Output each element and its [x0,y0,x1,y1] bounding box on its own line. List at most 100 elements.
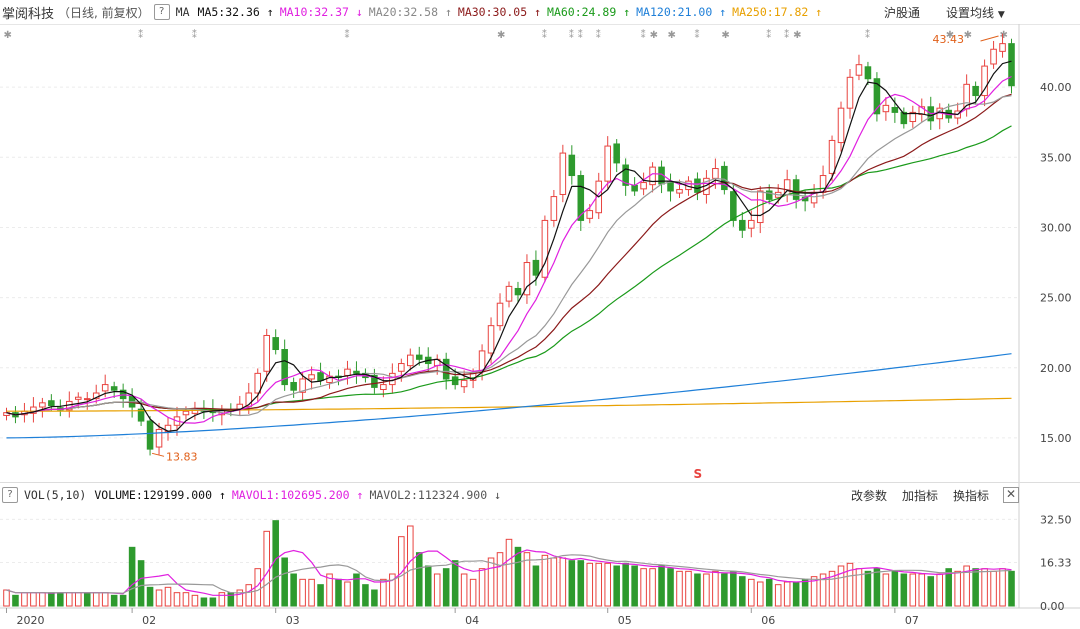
volume-bar [155,589,163,607]
candle-body [74,396,82,400]
volume-bar [783,581,791,607]
vol-indicator-value: VOLUME:129199.000 [94,488,213,502]
mavol2-line [6,554,1012,594]
volume-bar [918,573,926,607]
volume-bar [649,568,656,607]
volume-bar [83,592,91,607]
ma-label: MA [175,5,190,19]
ma-indicator-4: MA60:24.89 ↑ [547,5,630,19]
candle-body [496,302,504,327]
vol-indicator-2: MAVOL2:112324.900 ↓ [369,488,501,502]
candle-body [155,428,163,448]
volume-bar [101,592,109,607]
volume-bar [891,570,899,607]
low-price-arrow [151,452,165,457]
price-tick-label: 25.00 [1040,292,1072,305]
settings-ma-button[interactable]: 设置均线 ▼ [946,4,1005,21]
event-marker: ⁑ [694,28,699,41]
candle-body [290,381,297,391]
candle-body [864,66,872,80]
arrow-up-icon: ↑ [349,488,364,502]
candle-body [631,184,638,192]
candle-body [380,384,387,391]
volume-bar [48,592,55,607]
volume-bar [837,565,845,607]
close-icon[interactable]: ✕ [1003,487,1019,503]
volume-bar [317,584,324,607]
candle-body [999,43,1006,52]
volume-bar [335,578,342,607]
candle-body [541,219,549,278]
candle-body [308,374,315,380]
candle-body [505,285,513,302]
event-marker: ⁑ [569,28,574,41]
volume-bar [873,568,881,607]
volume-bar [74,592,82,607]
volume-bar [765,578,773,607]
x-tick-label: 02 [142,614,156,627]
event-marker: ✱ [3,30,11,41]
volume-bar [182,592,190,607]
vol-indicator-value: MAVOL2:112324.900 [369,488,488,502]
candle-body [415,354,423,360]
event-marker: ⁑ [578,28,583,41]
vol-indicator-0: VOLUME:129199.000 ↑ [94,488,226,502]
candle-body [254,372,262,394]
switch-indicator-button[interactable]: 换指标 [953,488,990,503]
candle-body [317,372,324,381]
candle-body [407,354,414,367]
candle-body [909,111,917,123]
volume-bar [308,578,315,607]
volume-tick-label: 16.33 [1040,557,1072,570]
volume-bar [640,568,647,607]
settings-ma-label: 设置均线 [946,5,995,20]
vol-indicator-value: MAVOL1:102695.200 [231,488,350,502]
candle-body [972,85,979,97]
add-indicator-button[interactable]: 加指标 [902,488,939,503]
event-marker: ⁑ [641,28,646,41]
candle-body [442,358,450,380]
volume-bar [828,570,836,607]
volume-bar [550,557,558,607]
volume-bar [900,573,908,607]
volume-bar [389,573,396,607]
help-button[interactable]: ? [153,4,170,20]
hk-connect-button[interactable]: 沪股通 [884,5,921,20]
volume-bar [398,536,405,607]
volume-bar [173,592,181,607]
volume-bar [864,570,872,607]
x-tick-label: 05 [618,614,632,627]
volume-bar [774,584,782,607]
candle-body [532,259,540,276]
price-tick-label: 35.00 [1040,151,1072,164]
arrow-up-icon: ↑ [712,5,727,19]
chart-header-bar: 掌阅科技 （日线, 前复权） ? MA MA5:32.36 ↑ MA10:32.3… [0,0,1080,25]
ma-indicator-list: MA5:32.36 ↑ MA10:32.37 ↓ MA20:32.58 ↑ MA30:… [198,5,829,19]
price-tick-label: 20.00 [1040,362,1072,375]
volume-bar [191,594,199,607]
volume-help-button[interactable]: ? [2,487,18,503]
candle-body [721,165,728,191]
candle-body [828,139,836,174]
candle-body [613,143,620,164]
volume-bar [792,581,800,607]
volume-bar [801,578,809,607]
volume-bar [577,560,585,607]
ma-indicator-0: MA5:32.36 ↑ [198,5,274,19]
price-tick-label: 30.00 [1040,221,1072,234]
candle-body [110,386,118,391]
volume-bar [963,565,970,607]
candle-body [182,410,190,416]
low-price-label: 13.83 [166,450,198,463]
volume-bar [433,573,441,607]
volume-bar [667,568,674,607]
volume-bar [936,573,944,607]
candle-body [523,262,531,296]
volume-bar [685,570,692,607]
arrow-up-icon: ↑ [212,488,226,502]
volume-bar [559,557,567,607]
candle-body [568,154,576,177]
change-params-button[interactable]: 改参数 [851,488,888,503]
volume-bar [424,565,432,607]
volume-bar [622,562,629,607]
